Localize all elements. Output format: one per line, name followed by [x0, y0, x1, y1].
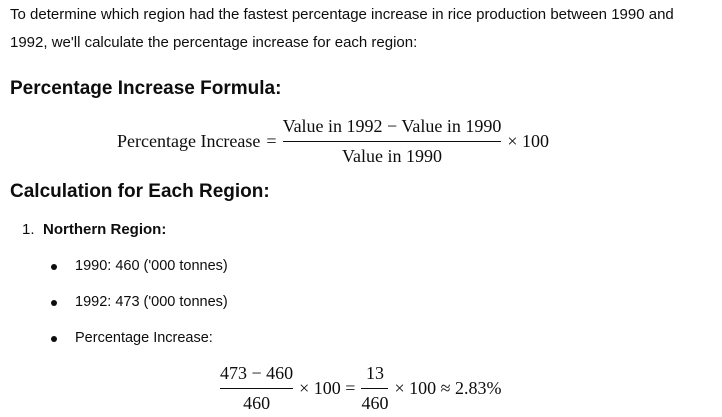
numerator: Value in 1992 − Value in 1990 — [282, 116, 502, 136]
fraction: Value in 1992 − Value in 1990 Value in 1… — [282, 116, 502, 167]
fraction: 473 − 460 460 — [220, 363, 294, 414]
formula-equals: = — [266, 131, 277, 151]
denominator: 460 — [243, 393, 271, 413]
list-item: Percentage Increase: — [75, 330, 213, 346]
formula-lhs: Percentage Increase — [117, 131, 261, 151]
numerator: 473 − 460 — [220, 363, 294, 383]
operator: × 100 = — [299, 378, 356, 398]
paragraph-line: 1992, we'll calculate the percentage inc… — [10, 34, 418, 51]
numerator: 13 — [365, 363, 384, 383]
list-item: 1990: 460 ('000 tonnes) — [75, 258, 228, 274]
fraction-bar — [220, 388, 294, 389]
list-item: 1992: 473 ('000 tonnes) — [75, 294, 228, 310]
heading: Percentage Increase Formula: — [10, 78, 282, 99]
bullet — [51, 336, 57, 342]
heading: Calculation for Each Region: — [10, 181, 270, 202]
bullet — [51, 264, 57, 270]
bullet — [51, 300, 57, 306]
fraction-bar — [361, 388, 389, 389]
result: × 100 ≈ 2.83% — [394, 378, 502, 398]
calculation: 473 − 460 460 × 100 = 13 460 × 100 ≈ 2.8… — [220, 363, 502, 414]
formula: Percentage Increase = Value in 1992 − Va… — [117, 116, 549, 167]
denominator: Value in 1990 — [341, 146, 442, 166]
paragraph-line: To determine which region had the fastes… — [10, 6, 674, 23]
fraction: 13 460 — [361, 363, 389, 414]
list-number: 1. — [22, 221, 35, 238]
multiplier: × 100 — [507, 131, 550, 151]
region-name: Northern Region: — [43, 221, 167, 238]
denominator: 460 — [361, 393, 389, 413]
fraction-bar — [282, 141, 502, 142]
